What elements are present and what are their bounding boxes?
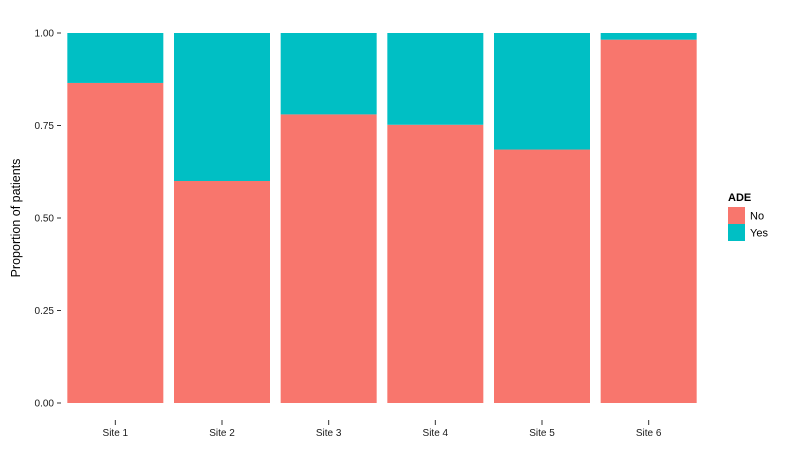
bar-no-3 (280, 114, 377, 404)
bar-no-6 (600, 39, 697, 403)
bar-yes-2 (174, 33, 270, 181)
legend: ADE No Yes (728, 192, 768, 241)
y-axis: 0.00 0.25 0.50 0.75 1.00 (35, 29, 61, 410)
x-tick-label: Site 2 (209, 428, 235, 439)
x-axis: Site 1 Site 2 Site 3 Site 4 Site 5 Site 6 (103, 420, 662, 439)
y-tick-label: 0.25 (35, 306, 55, 317)
y-tick-label: 0.00 (35, 399, 55, 410)
bar-yes-6 (600, 33, 697, 40)
y-tick-label: 0.75 (35, 121, 55, 132)
legend-title: ADE (728, 192, 751, 204)
legend-label-yes: Yes (750, 228, 768, 240)
bar-no-4 (387, 124, 484, 403)
bar-no-1 (67, 82, 164, 403)
y-axis-title: Proportion of patients (9, 159, 23, 278)
bar-yes-1 (67, 33, 164, 83)
y-tick-label: 1.00 (35, 29, 55, 40)
legend-key-yes (728, 224, 745, 241)
bar-no-5 (494, 149, 590, 403)
bar-no-2 (174, 181, 270, 403)
bars-group (67, 33, 697, 404)
x-tick-label: Site 5 (529, 428, 555, 439)
legend-key-no (728, 207, 745, 224)
y-tick-label: 0.50 (35, 214, 55, 225)
x-tick-label: Site 4 (423, 428, 449, 439)
x-tick-label: Site 1 (103, 428, 129, 439)
legend-label-no: No (750, 211, 764, 223)
x-tick-label: Site 3 (316, 428, 342, 439)
bar-yes-3 (280, 33, 377, 115)
x-tick-label: Site 6 (636, 428, 662, 439)
bar-yes-5 (494, 33, 590, 150)
bar-yes-4 (387, 33, 484, 125)
